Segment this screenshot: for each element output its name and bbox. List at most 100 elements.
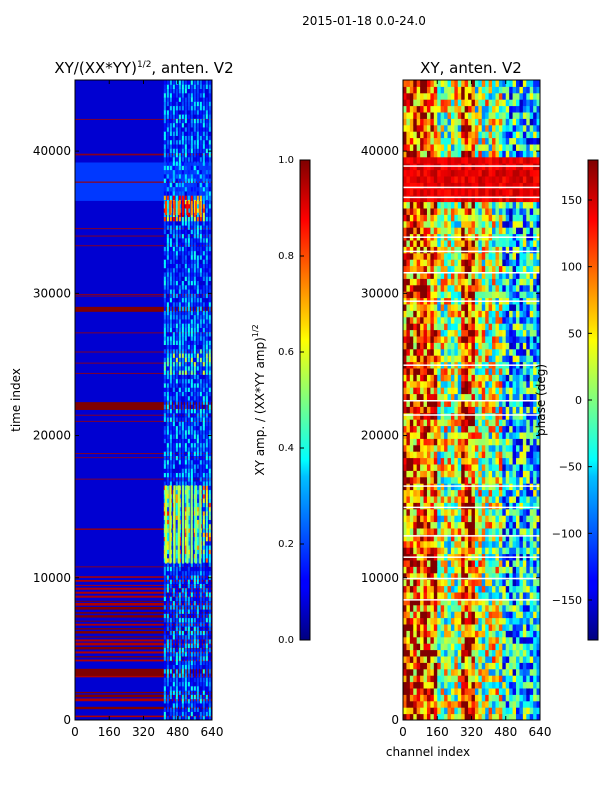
amplitude-cell [187, 596, 190, 602]
amplitude-cell [205, 404, 208, 410]
amplitude-cell [178, 190, 181, 196]
amplitude-cell [193, 417, 196, 422]
amplitude-cell [196, 643, 199, 648]
amplitude-cell [202, 80, 205, 85]
amplitude-cell [196, 208, 199, 213]
phase-cell [464, 252, 469, 260]
amplitude-cell [202, 404, 205, 410]
phase-cell [464, 227, 469, 235]
amplitude-cell [205, 519, 208, 525]
phase-cell [457, 592, 462, 599]
phase-cell [457, 348, 462, 356]
amplitude-cell [175, 378, 178, 384]
phase-cell [447, 694, 452, 702]
amplitude-cell [184, 451, 187, 456]
amplitude-cell [166, 152, 169, 158]
amplitude-cell [169, 148, 172, 154]
phase-cell [406, 624, 411, 631]
phase-cell [409, 432, 414, 439]
amplitude-cell [172, 455, 175, 461]
amplitude-cell [166, 126, 169, 132]
amplitude-cell [181, 702, 184, 708]
phase-cell [447, 169, 452, 177]
amplitude-cell [178, 289, 181, 294]
amplitude-cell [184, 169, 187, 175]
phase-cell [471, 604, 476, 612]
phase-cell [444, 668, 449, 676]
amplitude-cell [163, 92, 166, 98]
phase-cell [444, 144, 449, 151]
phase-cell [423, 355, 428, 363]
amplitude-cell [178, 664, 181, 670]
amplitude-cell [202, 707, 205, 712]
amplitude-cell [196, 583, 199, 589]
phase-cell [464, 105, 469, 113]
phase-cell [471, 598, 476, 606]
phase-cell [474, 566, 479, 574]
phase-cell [444, 156, 449, 164]
phase-cell [433, 579, 438, 587]
phase-cell [444, 688, 449, 695]
amplitude-cell [187, 126, 190, 132]
phase-cell [403, 515, 407, 523]
amplitude-cell [166, 485, 169, 491]
amplitude-cell [169, 331, 172, 337]
phase-cell [440, 348, 445, 356]
phase-cell [433, 668, 438, 676]
phase-cell [440, 355, 445, 363]
phase-cell [433, 656, 438, 663]
phase-cell [420, 227, 425, 235]
amplitude-cell [205, 647, 208, 653]
amplitude-cell [205, 105, 208, 111]
phase-cell [433, 208, 438, 215]
amplitude-cell [202, 97, 205, 102]
amplitude-cell [208, 481, 211, 486]
amplitude-cell [202, 208, 205, 213]
amplitude-cell [205, 126, 208, 132]
amplitude-strong-cell [169, 200, 172, 216]
amplitude-cell [172, 84, 175, 90]
amplitude-cell [205, 169, 208, 175]
amplitude-cell [187, 523, 190, 529]
amplitude-cell [172, 272, 175, 277]
phase-cell [416, 688, 421, 695]
phase-cell [478, 131, 483, 139]
amplitude-cell [202, 267, 205, 273]
amplitude-cell [175, 297, 178, 303]
phase-cell [457, 681, 462, 689]
amplitude-cell [187, 148, 190, 154]
phase-cell [478, 668, 483, 676]
phase-cell [413, 124, 418, 132]
amplitude-cell [205, 280, 208, 286]
amplitude-cell [205, 673, 208, 678]
phase-cell [450, 316, 455, 324]
phase-cell [447, 528, 452, 535]
amplitude-cell [205, 148, 208, 154]
amplitude-cell [193, 173, 196, 179]
amplitude-saturated-row [75, 306, 212, 312]
amplitude-cell [181, 374, 184, 380]
amplitude-cell [199, 97, 202, 102]
amplitude-cell [163, 630, 166, 636]
phase-cell [474, 310, 479, 318]
amplitude-cell [199, 173, 202, 179]
amplitude-cell [208, 515, 211, 520]
phase-cell [450, 220, 455, 228]
amplitude-cell [166, 574, 169, 580]
phase-cell [481, 707, 486, 715]
phase-cell [403, 624, 407, 631]
amplitude-cell [196, 532, 199, 538]
amplitude-cell [169, 225, 172, 230]
phase-cell [426, 707, 431, 715]
phase-cell [409, 265, 414, 273]
phase-cell [457, 604, 462, 612]
amplitude-cell [202, 310, 205, 316]
phase-cell [409, 438, 414, 446]
phase-cell [409, 182, 414, 190]
amplitude-strong-cell [173, 200, 176, 216]
phase-cell [440, 105, 445, 113]
amplitude-cell [175, 340, 178, 346]
amplitude-cell [166, 707, 169, 712]
phase-cell [447, 675, 452, 683]
